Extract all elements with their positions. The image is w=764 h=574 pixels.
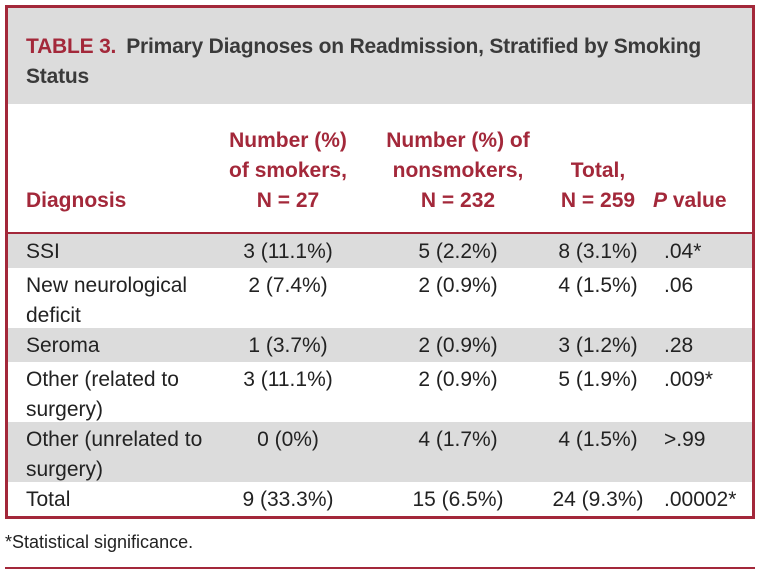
cell-p-value: .28 — [664, 334, 694, 357]
table-row: New neurological deficit 2 (7.4%) 2 (0.9… — [8, 268, 752, 328]
header-p-value: P value — [653, 186, 748, 216]
header-total: Total, N = 259 — [528, 156, 668, 216]
header-nonsmokers-line1: Number (%) of — [386, 129, 530, 152]
table-row: Other (unrelated to surgery) 0 (0%) 4 (1… — [8, 422, 752, 482]
table-row-total: Total 9 (33.3%) 15 (6.5%) 24 (9.3%) .000… — [8, 482, 752, 516]
cell-total: 5 (1.9%) — [558, 368, 638, 391]
caption-text: TABLE 3. Primary Diagnoses on Readmission… — [26, 32, 736, 92]
header-smokers-line1: Number (%) — [229, 129, 347, 152]
header-nonsmokers-line3: N = 232 — [420, 189, 496, 212]
cell-total: 8 (3.1%) — [558, 240, 638, 263]
cell-smokers: 0 (0%) — [257, 428, 319, 451]
cell-p-value: .06 — [664, 274, 694, 297]
cell-diagnosis: Other (related to surgery) — [26, 368, 179, 421]
cell-p-value: .00002* — [664, 488, 737, 511]
cell-p-value: .009* — [664, 368, 714, 391]
cell-smokers: 3 (11.1%) — [243, 240, 333, 263]
cell-nonsmokers: 5 (2.2%) — [418, 240, 498, 263]
cell-smokers: 9 (33.3%) — [242, 488, 334, 511]
cell-smokers: 1 (3.7%) — [248, 334, 328, 357]
cell-nonsmokers: 4 (1.7%) — [418, 428, 498, 451]
cell-p-value: >.99 — [664, 428, 706, 451]
table-row: Other (related to surgery) 3 (11.1%) 2 (… — [8, 362, 752, 422]
cell-nonsmokers: 2 (0.9%) — [418, 274, 498, 297]
cell-diagnosis: Total — [26, 488, 71, 511]
cell-total: 24 (9.3%) — [552, 488, 644, 511]
cell-total: 4 (1.5%) — [558, 428, 638, 451]
cell-nonsmokers: 2 (0.9%) — [418, 368, 498, 391]
header-p-rest: value — [667, 189, 727, 212]
cell-diagnosis: Other (unrelated to surgery) — [26, 428, 203, 481]
header-smokers: Number (%) of smokers, N = 27 — [208, 126, 368, 216]
cell-total: 4 (1.5%) — [558, 274, 638, 297]
table-header-row: Diagnosis Number (%) of smokers, N = 27 … — [8, 104, 752, 234]
table-row: SSI 3 (11.1%) 5 (2.2%) 8 (3.1%) .04* — [8, 234, 752, 268]
cell-smokers: 2 (7.4%) — [248, 274, 328, 297]
header-diagnosis: Diagnosis — [26, 189, 127, 212]
table-body: SSI 3 (11.1%) 5 (2.2%) 8 (3.1%) .04* New… — [8, 234, 752, 516]
table-label: TABLE 3. — [26, 35, 117, 58]
table-row: Seroma 1 (3.7%) 2 (0.9%) 3 (1.2%) .28 — [8, 328, 752, 362]
cell-nonsmokers: 15 (6.5%) — [412, 488, 504, 511]
cell-p-value: .04* — [664, 240, 702, 263]
header-nonsmokers: Number (%) of nonsmokers, N = 232 — [368, 126, 548, 216]
cell-diagnosis: Seroma — [26, 334, 100, 357]
header-smokers-line3: N = 27 — [256, 189, 320, 212]
cell-total: 3 (1.2%) — [558, 334, 638, 357]
table-title: Primary Diagnoses on Readmission, Strati… — [26, 35, 702, 88]
bottom-divider — [5, 567, 755, 569]
header-smokers-line2: of smokers, — [229, 159, 347, 182]
header-p-italic: P — [653, 189, 668, 212]
table-frame: TABLE 3. Primary Diagnoses on Readmission… — [5, 5, 755, 519]
header-total-line1: Total, — [570, 159, 626, 182]
cell-smokers: 3 (11.1%) — [243, 368, 333, 391]
table-caption: TABLE 3. Primary Diagnoses on Readmission… — [8, 8, 752, 104]
table-footnote: *Statistical significance. — [5, 532, 194, 552]
cell-nonsmokers: 2 (0.9%) — [418, 334, 498, 357]
cell-diagnosis: New neurological deficit — [26, 274, 188, 327]
cell-diagnosis: SSI — [26, 240, 60, 263]
header-nonsmokers-line2: nonsmokers, — [392, 159, 524, 182]
header-total-line2: N = 259 — [560, 189, 636, 212]
